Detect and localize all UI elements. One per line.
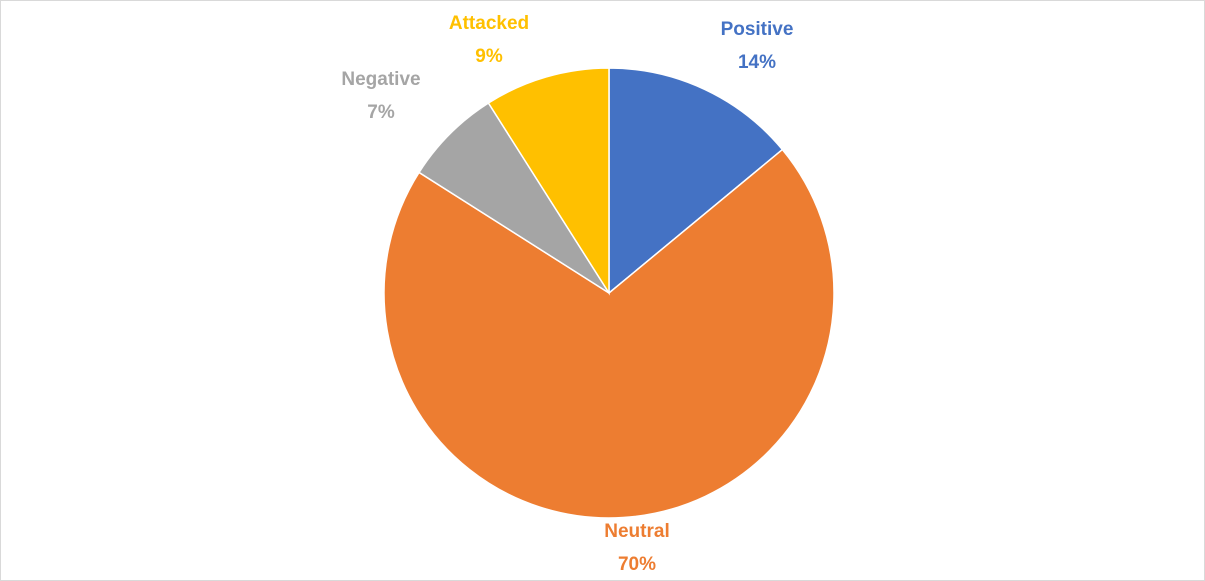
slice-label-attacked: Attacked [449,13,529,34]
pie-slices [383,67,835,519]
slice-label-negative: Negative [341,69,420,90]
slice-percent-negative: 7% [367,102,395,123]
slice-percent-positive: 14% [738,52,776,73]
pie-slice-positive [608,67,784,295]
pie-data-labels: Positive 14% Neutral 70% Negative 7% Att… [341,13,793,575]
pie-slice-neutral [383,148,835,519]
slice-percent-neutral: 70% [618,554,656,575]
slice-percent-attacked: 9% [475,46,503,67]
slice-label-neutral: Neutral [604,521,669,542]
slice-label-positive: Positive [721,19,794,40]
pie-slice-attacked [487,67,610,296]
